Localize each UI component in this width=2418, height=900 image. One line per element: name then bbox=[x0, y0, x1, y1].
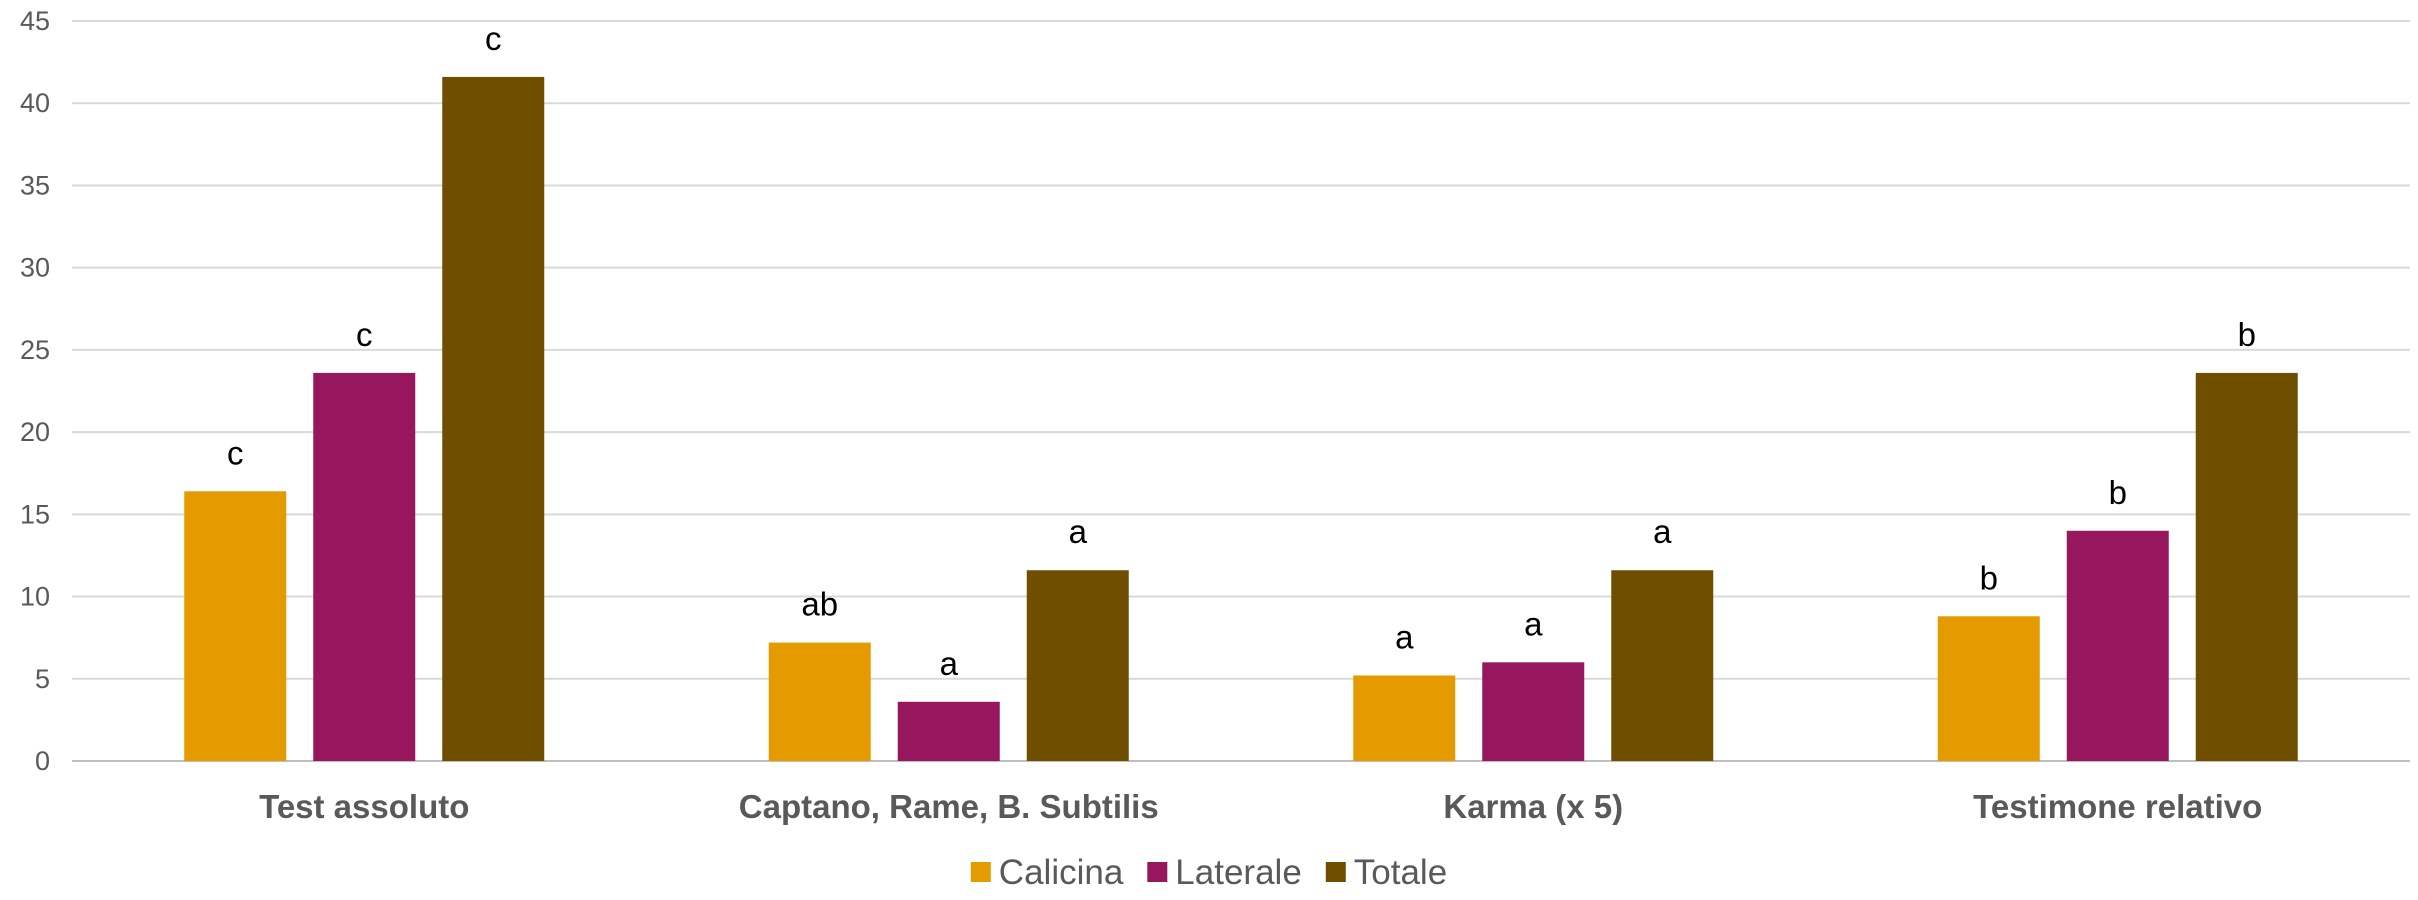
data-label: a bbox=[1069, 513, 1088, 550]
x-category-label: Captano, Rame, B. Subtilis bbox=[739, 788, 1159, 825]
legend-label: Calicina bbox=[999, 853, 1124, 892]
bar-totale bbox=[2195, 372, 2298, 761]
bars bbox=[184, 76, 2298, 761]
data-label: b bbox=[2109, 474, 2127, 511]
data-label: c bbox=[356, 316, 373, 353]
legend-swatch-calicina bbox=[970, 862, 991, 882]
bar-calicina bbox=[768, 642, 871, 761]
y-tick-label: 5 bbox=[35, 664, 50, 694]
data-label: a bbox=[1395, 618, 1414, 655]
bar-laterale bbox=[313, 372, 416, 761]
y-tick-label: 10 bbox=[20, 582, 50, 612]
bar-calicina bbox=[1353, 675, 1456, 761]
y-tick-label: 0 bbox=[35, 746, 50, 776]
x-category-label: Testimone relativo bbox=[1973, 788, 2262, 825]
data-label: a bbox=[940, 645, 959, 682]
y-tick-label: 40 bbox=[20, 88, 50, 118]
y-axis-ticks: 0 5 10 15 20 25 30 35 40 45 bbox=[20, 6, 50, 776]
y-tick-label: 35 bbox=[20, 170, 50, 200]
data-label: a bbox=[1524, 605, 1543, 642]
legend-swatch-totale bbox=[1325, 862, 1346, 882]
bar-totale bbox=[442, 76, 545, 761]
legend: Calicina Laterale Totale bbox=[970, 853, 1447, 892]
y-tick-label: 25 bbox=[20, 335, 50, 365]
bar-calicina bbox=[1937, 616, 2040, 761]
data-label: a bbox=[1653, 513, 1672, 550]
data-label: b bbox=[2238, 316, 2256, 353]
data-label: b bbox=[1980, 559, 1998, 596]
bar-totale bbox=[1026, 570, 1129, 761]
data-label: c bbox=[485, 20, 502, 57]
bar-laterale bbox=[2066, 530, 2169, 761]
y-tick-label: 30 bbox=[20, 253, 50, 283]
data-label: ab bbox=[801, 586, 838, 623]
y-tick-label: 20 bbox=[20, 417, 50, 447]
x-category-label: Test assoluto bbox=[259, 788, 469, 825]
y-tick-label: 15 bbox=[20, 499, 50, 529]
x-category-label: Karma (x 5) bbox=[1443, 788, 1623, 825]
bar-calicina bbox=[184, 491, 287, 761]
y-tick-label: 45 bbox=[20, 6, 50, 36]
legend-label: Laterale bbox=[1175, 853, 1301, 892]
data-label: c bbox=[227, 434, 244, 471]
legend-swatch-laterale bbox=[1147, 862, 1168, 882]
bar-totale bbox=[1611, 570, 1714, 761]
bar-laterale bbox=[1482, 662, 1585, 761]
legend-label: Totale bbox=[1354, 853, 1447, 892]
bar-laterale bbox=[897, 701, 1000, 761]
gridlines bbox=[72, 20, 2410, 762]
x-axis-categories: Test assoluto Captano, Rame, B. Subtilis K… bbox=[259, 788, 2262, 825]
